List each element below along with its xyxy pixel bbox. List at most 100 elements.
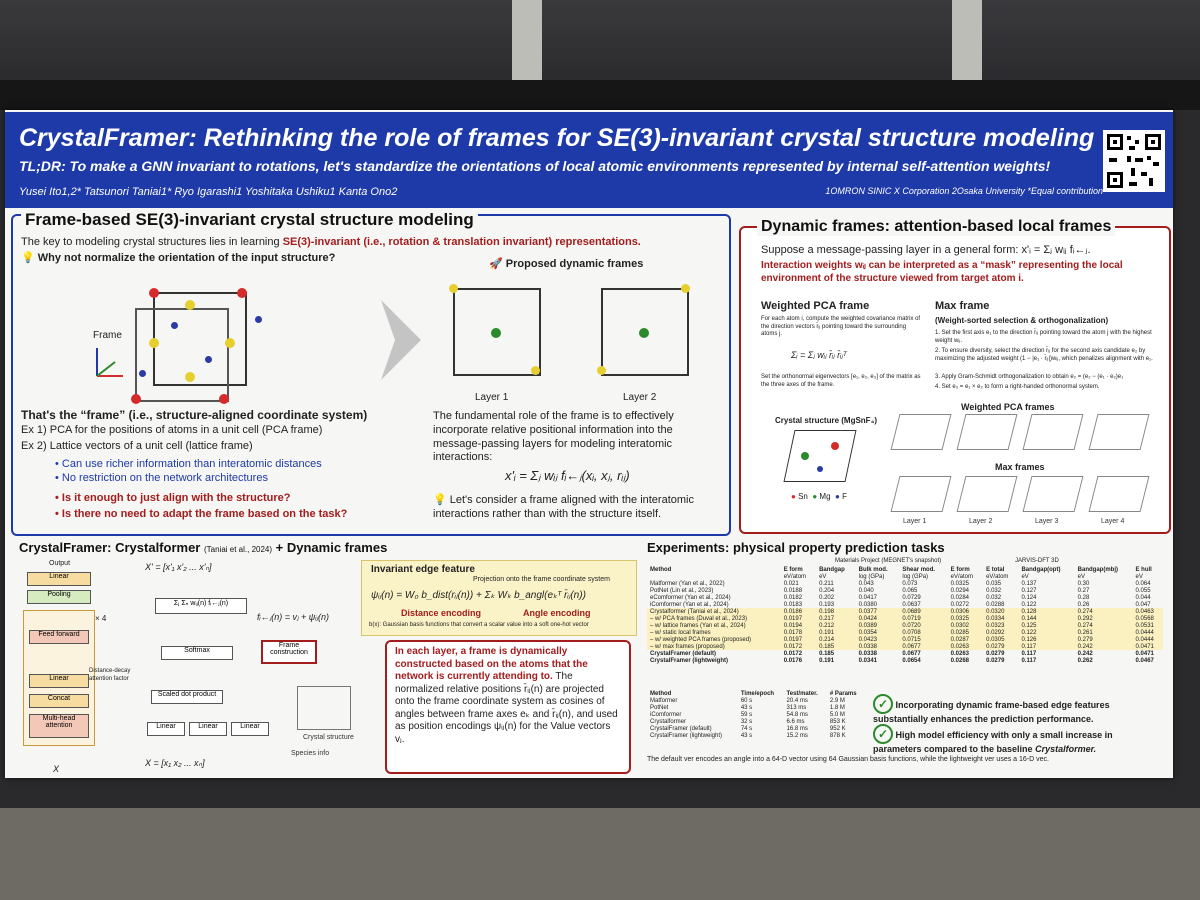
table-cell: 5.0 M	[829, 711, 845, 718]
table-cell: 43 s	[740, 704, 753, 711]
pca-text-2: Set the orthonormal eigenvectors [e₁, e₂…	[761, 374, 921, 388]
table-cell: 0.198	[819, 608, 835, 615]
block-linear-k: Linear	[189, 722, 227, 736]
table-row: Method E form Bandgap Bulk mod. Shear mod. E …	[647, 566, 1163, 573]
table-cell: 0.0285	[950, 629, 970, 636]
atom-mg	[185, 372, 195, 382]
table-cell: 0.124	[1021, 594, 1037, 601]
table-cell: 0.035	[986, 580, 1002, 587]
section3-title-text: CrystalFramer: Crystalformer	[19, 540, 201, 555]
authors: Yusei Ito1,2* Tatsunori Taniai1* Ryo Iga…	[19, 186, 398, 198]
table-cell: 0.0186	[783, 608, 803, 615]
layer1-cube	[453, 288, 541, 376]
distance-decay-label: Distance-decay attention factor	[89, 668, 131, 682]
table-cell: 0.0729	[902, 594, 921, 601]
table-row: Matformer (Yan et al., 2022) 0.021 0.211 0.…	[647, 580, 1163, 587]
frame-role: The fundamental role of the frame is to …	[433, 410, 674, 464]
interaction-weights: Interaction weights wᵢⱼ can be interpret…	[761, 260, 1161, 285]
table-cell: 60 s	[740, 697, 753, 704]
finding-1-text: Incorporating dynamic frame-based edge f…	[873, 700, 1110, 724]
block-output: Output	[49, 560, 71, 567]
lightbulb-icon: 💡	[433, 494, 447, 506]
edge-projection-label: Projection onto the frame coordinate sys…	[473, 576, 610, 583]
table-cell: 0.0417	[858, 594, 877, 601]
table-cell: – w/ lattice frames (Yan et al., 2024)	[650, 622, 746, 629]
table-cell: 0.217	[819, 615, 835, 622]
atom-sn	[219, 394, 229, 404]
max-step-4: 4. Set e₃ = e₁ × e₂ to form a right-hand…	[935, 384, 1100, 390]
basis-note: b(x): Gaussian basis functions that conv…	[369, 622, 589, 628]
table-row: eV/atom eV log (GPa) log (GPa) eV/atom eV/ato…	[647, 573, 1163, 580]
table-cell: 0.126	[1021, 636, 1037, 643]
table-cell: 0.211	[819, 580, 834, 587]
table-cell: 0.191	[819, 657, 835, 664]
crystal-structure-diagram	[297, 686, 351, 730]
table-row: Crystalformer 32 s 6.6 ms 853 K	[647, 718, 865, 725]
table-cell: 0.0334	[986, 615, 1005, 622]
table-cell: 878 K	[829, 732, 846, 739]
table-cell: 0.27	[1077, 587, 1090, 594]
output-vector: X' = [x'₁ x'₂ ... x'ₙ]	[145, 562, 212, 572]
table-row: PotNet 43 s 313 ms 1.8 M	[647, 704, 865, 711]
qr-code-icon[interactable]	[1103, 130, 1165, 192]
intro-red: SE(3)-invariant (i.e., rotation & transl…	[282, 236, 641, 248]
floor	[0, 808, 1200, 900]
crystal-label: Crystal structure (MgSnF₄)	[775, 416, 878, 425]
pca-title: Weighted PCA frame	[761, 300, 870, 312]
table-cell: 0.26	[1077, 601, 1090, 608]
table-cell: 0.28	[1077, 594, 1090, 601]
lightbulb-icon: 💡	[21, 252, 35, 264]
table-cell: 0.0325	[950, 580, 970, 587]
table-cell: 20.4 ms	[786, 697, 808, 704]
proposed-label: 🚀 Proposed dynamic frames	[489, 258, 643, 272]
input-x: X	[53, 764, 60, 774]
poster-tldr: TL;DR: To make a GNN invariant to rotati…	[19, 158, 1051, 174]
frame-construction: Frame construction	[261, 640, 317, 664]
pca-text: For each atom i, compute the weighted co…	[761, 316, 921, 337]
max-frames-label: Max frames	[995, 462, 1045, 472]
table-row: PotNet (Lin et al., 2023) 0.0188 0.204 0.04…	[647, 587, 1163, 594]
table-cell: PotNet (Lin et al., 2023)	[650, 587, 714, 594]
table-cell: 0.122	[1021, 629, 1037, 636]
table-cell: 0.0677	[902, 650, 921, 657]
section3-title: CrystalFramer: Crystalformer (Taniai et …	[19, 540, 387, 555]
table-cell: 0.0263	[950, 643, 970, 650]
table-cell: 0.0292	[986, 629, 1005, 636]
table-cell: 0.137	[1021, 580, 1037, 587]
table-cell: 0.0471	[1135, 650, 1154, 657]
table-cell: 0.128	[1021, 608, 1037, 615]
frame-definition: That's the “frame” (i.e., structure-alig…	[21, 408, 368, 422]
poster-header: CrystalFramer: Rethinking the role of fr…	[5, 112, 1173, 208]
table-cell: Bandgap(mbj)	[1077, 566, 1118, 573]
table-cell: iComformer (Yan et al., 2024)	[650, 601, 729, 608]
table-cell: 0.204	[819, 587, 835, 594]
check-icon: ✓	[873, 724, 893, 744]
crystal-structure-label: Crystal structure	[303, 734, 354, 741]
table-cell: Method	[650, 566, 672, 573]
intro: The key to modeling crystal structures l…	[21, 236, 641, 250]
pca-frame-layer4	[1088, 414, 1150, 450]
max-frame-layer2	[956, 476, 1018, 512]
layer2-cube	[601, 288, 689, 376]
table-cell: 0.144	[1021, 615, 1037, 622]
table-cell: 0.0377	[858, 608, 877, 615]
poster: CrystalFramer: Rethinking the role of fr…	[5, 110, 1173, 778]
edge-feature-title: Invariant edge feature	[371, 564, 475, 575]
table-cell: 0.043	[858, 580, 874, 587]
atom-highlight	[491, 328, 501, 338]
max-step-1: 1. Set the first axis e₁ to the directio…	[935, 330, 1152, 344]
table-cell: PotNet	[650, 704, 669, 711]
con-2: • Is there no need to adapt the frame ba…	[55, 508, 347, 522]
table-cell	[647, 573, 781, 580]
table-cell: eV	[819, 573, 827, 580]
pca-frame-layer2	[956, 414, 1018, 450]
table-cell: 0.0188	[783, 587, 803, 594]
table-row: CrystalFramer (default) 74 s 16.8 ms 952 K	[647, 725, 865, 732]
table-cell: 0.0338	[858, 650, 877, 657]
proposed-text: Proposed dynamic frames	[505, 258, 644, 270]
layer-label: Layer 1	[903, 518, 927, 525]
table-cell: eV/atom	[783, 573, 807, 580]
table-cell: 0.0338	[858, 643, 877, 650]
table-cell: 0.032	[986, 594, 1002, 601]
footnote: The default ver encodes an angle into a …	[647, 756, 1049, 763]
